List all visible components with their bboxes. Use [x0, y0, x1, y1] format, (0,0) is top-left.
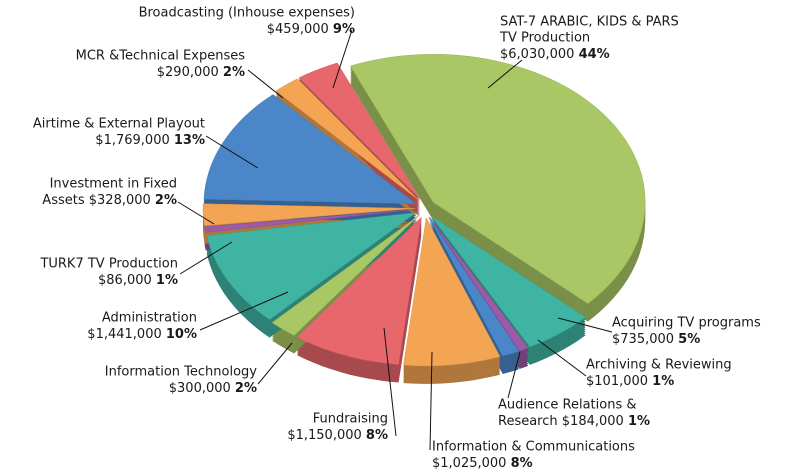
slice: [271, 215, 419, 336]
leader-line: [429, 351, 433, 451]
slice-label: Archiving & Reviewing: [586, 358, 732, 373]
slice-label: TURK7 TV Production: [39, 257, 178, 272]
percent-label: 10%: [166, 327, 197, 342]
slice: [430, 215, 587, 348]
value-label: $459,000: [267, 22, 329, 37]
value-label: $86,000: [98, 273, 152, 288]
slice-label: Acquiring TV programs: [612, 316, 761, 331]
value-label: $735,000: [612, 332, 674, 347]
leader-line: [487, 59, 523, 89]
slice-value: $459,000 9%: [267, 22, 355, 37]
slice-value: $290,000 2%: [157, 65, 245, 80]
percent-label: 2%: [223, 65, 245, 80]
leader-line: [383, 327, 397, 437]
slice-label: Airtime & External Playout: [33, 117, 205, 132]
slice-label: Investment in Fixed: [50, 177, 177, 192]
leader-line: [177, 201, 215, 225]
percent-label: 44%: [579, 47, 610, 62]
value-label: $1,025,000: [432, 456, 506, 471]
slice-value: $1,769,000 13%: [95, 133, 205, 148]
slice: [204, 209, 416, 233]
percent-label: 5%: [678, 332, 700, 347]
slice: [275, 78, 419, 201]
slice-value: $300,000 2%: [169, 381, 257, 396]
slice-value: Assets $328,000 2%: [42, 193, 177, 208]
slice-value: Research $184,000 1%: [498, 414, 650, 429]
leader-line: [507, 351, 521, 399]
percent-label: 1%: [156, 273, 178, 288]
percent-label: 2%: [155, 193, 177, 208]
slice-label: Administration: [102, 311, 197, 326]
leader-line: [205, 135, 259, 169]
slice-value: $1,025,000 8%: [432, 456, 533, 471]
value-label: $300,000: [169, 381, 231, 396]
leader-line: [247, 69, 284, 99]
slice-value: $1,150,000 8%: [287, 428, 388, 443]
value-label: $290,000: [157, 65, 219, 80]
slice-label: Information & Communications: [432, 440, 635, 455]
value-label: $328,000: [89, 193, 151, 208]
slice-label: MCR &Technical Expenses: [76, 49, 246, 64]
slice-label: Information Technology: [105, 365, 258, 380]
slice-value: $6,030,000 44%: [500, 47, 610, 62]
value-label: $1,441,000: [87, 327, 161, 342]
leader-line: [557, 317, 613, 333]
percent-label: 13%: [174, 133, 205, 148]
percent-label: 2%: [235, 381, 257, 396]
slice-value: $735,000 5%: [612, 332, 700, 347]
percent-label: 9%: [333, 22, 355, 37]
value-label: $6,030,000: [500, 47, 574, 62]
percent-label: 1%: [628, 414, 650, 429]
slice-value: $1,441,000 10%: [87, 327, 197, 342]
slice-value: $101,000 1%: [586, 374, 674, 389]
slice-value: $86,000 1%: [98, 273, 178, 288]
slice: [428, 217, 520, 357]
value-label: $184,000: [562, 414, 624, 429]
slice: [350, 54, 646, 304]
slice: [203, 94, 417, 205]
slice-label: Research: [498, 414, 558, 429]
percent-label: 1%: [652, 374, 674, 389]
leader-line: [332, 29, 353, 89]
slice-label: Broadcasting (Inhouse expenses): [139, 6, 355, 21]
value-label: $101,000: [586, 374, 648, 389]
leader-line: [179, 241, 233, 275]
slice: [429, 216, 529, 352]
slice-label: Fundraising: [313, 412, 388, 427]
slice-label: SAT-7 ARABIC, KIDS & PARS: [500, 15, 679, 30]
slice-label: Assets: [42, 193, 85, 208]
slice: [206, 212, 418, 320]
slice-label: TV Production: [499, 31, 590, 46]
leader-line: [537, 339, 587, 377]
value-label: $1,769,000: [95, 133, 169, 148]
slice: [296, 216, 422, 365]
percent-label: 8%: [511, 456, 533, 471]
leader-line: [199, 291, 289, 331]
slice: [403, 217, 501, 367]
slice: [298, 62, 421, 200]
slice: [202, 203, 416, 226]
value-label: $1,150,000: [287, 428, 361, 443]
percent-label: 8%: [366, 428, 388, 443]
slice-label: Audience Relations &: [498, 398, 636, 413]
leader-line: [257, 342, 293, 385]
